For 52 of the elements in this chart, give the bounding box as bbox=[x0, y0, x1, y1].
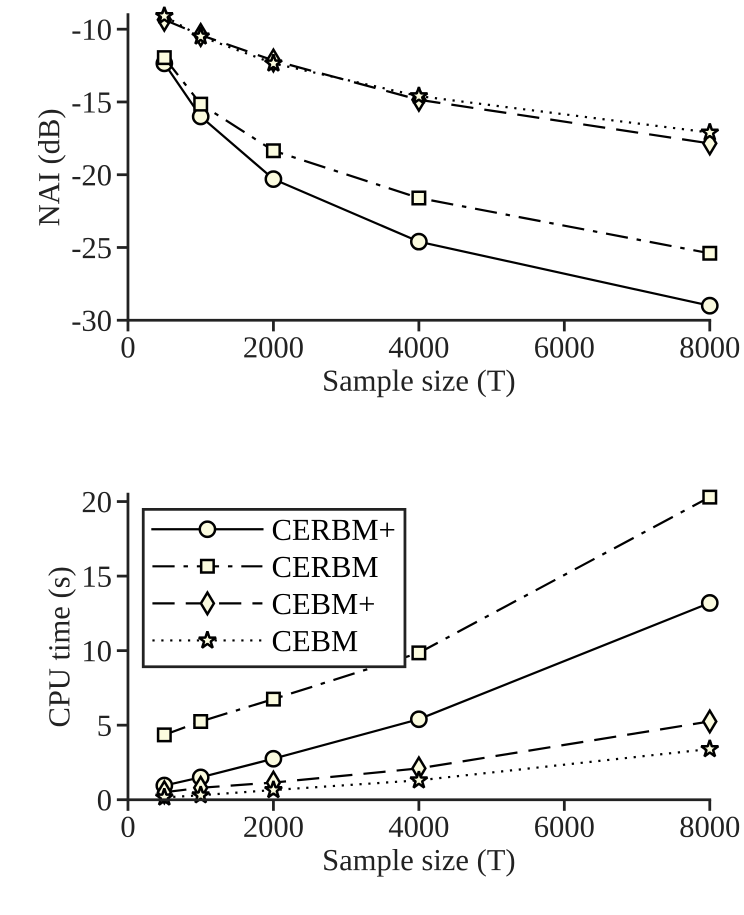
x-axis-title: Sample size (T) bbox=[324, 848, 514, 877]
legend-label: CERBM+ bbox=[272, 520, 394, 540]
y-tick-label: 10 bbox=[84, 640, 111, 662]
x-tick-label: 2000 bbox=[244, 337, 303, 358]
point bbox=[264, 780, 284, 799]
y-tick-label: -15 bbox=[72, 92, 111, 113]
y-tick-label: 20 bbox=[82, 492, 111, 512]
point bbox=[154, 6, 174, 25]
point bbox=[700, 122, 720, 142]
y-tick-label: -25 bbox=[72, 238, 111, 258]
x-tick-label: 2000 bbox=[244, 816, 303, 838]
legend-label: CERBM bbox=[272, 556, 378, 578]
point bbox=[702, 246, 718, 261]
y-tick-label: 5 bbox=[98, 716, 111, 736]
x-tick-label: 4000 bbox=[388, 816, 448, 838]
y-axis-title: NAI (dB) bbox=[38, 110, 66, 226]
point bbox=[700, 594, 719, 612]
legend-label: CEBM+ bbox=[272, 594, 374, 614]
point bbox=[702, 490, 718, 505]
x-tick-label: 8000 bbox=[680, 816, 740, 838]
point bbox=[700, 738, 720, 758]
y-tick-label: 15 bbox=[84, 566, 111, 587]
point bbox=[700, 296, 719, 315]
point bbox=[193, 714, 208, 729]
x-tick-label: 6000 bbox=[535, 337, 594, 358]
point bbox=[190, 26, 211, 46]
y-tick-label: -20 bbox=[72, 165, 111, 186]
point bbox=[266, 692, 281, 707]
legend-label: CEBM bbox=[272, 630, 358, 652]
point bbox=[264, 53, 284, 72]
x-tick-label: 4000 bbox=[388, 337, 448, 358]
point bbox=[264, 170, 282, 188]
point bbox=[410, 232, 428, 251]
point bbox=[409, 770, 429, 789]
y-axis-title: CPU time (s) bbox=[48, 568, 76, 726]
point bbox=[264, 750, 282, 768]
point bbox=[409, 86, 429, 105]
point bbox=[411, 645, 426, 660]
y-tick-label: -10 bbox=[72, 19, 111, 40]
point bbox=[411, 190, 426, 206]
y-tick-label: -30 bbox=[72, 310, 111, 332]
x-tick-label: 0 bbox=[121, 816, 134, 838]
point bbox=[266, 143, 281, 158]
point bbox=[156, 50, 172, 66]
point bbox=[410, 710, 428, 728]
y-tick-label: 0 bbox=[98, 790, 111, 811]
x-tick-label: 0 bbox=[121, 337, 134, 358]
point bbox=[193, 96, 208, 112]
x-axis-title: Sample size (T) bbox=[324, 369, 514, 398]
x-tick-label: 6000 bbox=[535, 816, 594, 838]
point bbox=[156, 727, 172, 742]
x-tick-label: 8000 bbox=[680, 337, 740, 358]
